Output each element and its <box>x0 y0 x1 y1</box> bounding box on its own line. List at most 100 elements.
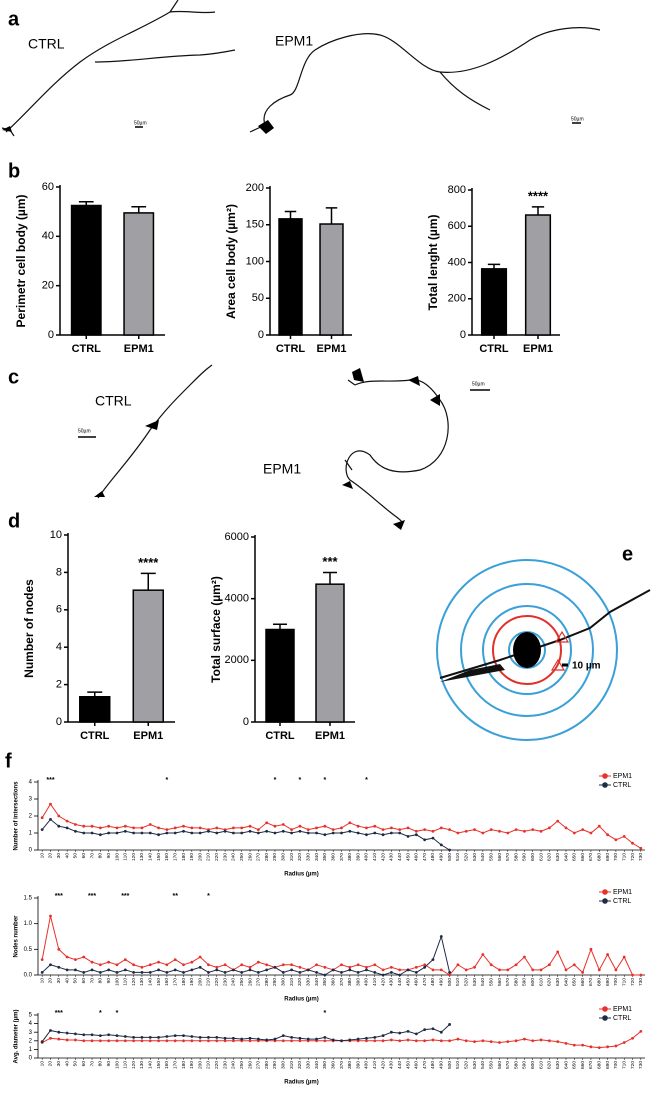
data-point <box>306 831 310 835</box>
x-tick-label: 340 <box>314 853 320 861</box>
x-tick-label: 480 <box>430 978 436 986</box>
data-point <box>356 1037 360 1041</box>
legend-marker <box>602 782 608 788</box>
x-tick-label: 560 <box>497 1061 503 1069</box>
x-tick-label: 270 <box>256 853 262 861</box>
data-point <box>148 963 152 967</box>
data-point <box>207 963 210 967</box>
neuron-images-a: CTRL 50µm EPM1 50µm <box>1 0 601 137</box>
bar <box>524 214 552 336</box>
data-point <box>448 971 451 974</box>
x-tick-label: 70 <box>89 978 95 984</box>
x-tick-label: 160 <box>164 1061 170 1069</box>
data-point <box>481 1039 485 1043</box>
x-tick-label: 80 <box>98 1061 104 1067</box>
x-tick-label: 670 <box>588 853 594 861</box>
x-tick-label: EPM1 <box>315 730 345 742</box>
y-tick-label: 800 <box>448 184 466 196</box>
x-tick-label: 130 <box>139 853 145 861</box>
x-tick-label: 570 <box>505 853 511 861</box>
panel-label: f <box>5 750 12 772</box>
data-point <box>431 1027 435 1031</box>
data-point <box>564 968 568 972</box>
data-point <box>49 963 52 967</box>
y-tick-label: 3 <box>29 797 33 803</box>
data-point <box>414 971 418 974</box>
x-tick-label: 530 <box>472 1061 478 1069</box>
data-point <box>57 814 61 818</box>
data-point <box>448 1023 451 1026</box>
data-point <box>140 965 144 969</box>
data-point <box>456 1037 460 1041</box>
data-point <box>98 963 102 967</box>
data-point <box>123 829 127 833</box>
y-tick-label: 2 <box>29 814 33 820</box>
x-tick-label: 120 <box>131 978 137 986</box>
data-point <box>323 1035 327 1039</box>
x-tick-label: 370 <box>339 853 345 861</box>
data-point <box>198 831 202 835</box>
x-tick-label: 140 <box>148 1061 154 1069</box>
data-point <box>373 831 377 835</box>
data-point <box>40 816 44 820</box>
data-point <box>348 968 352 972</box>
data-point <box>481 953 485 956</box>
data-point <box>406 835 410 838</box>
data-point <box>448 1039 451 1043</box>
x-tick-label: 500 <box>447 853 453 861</box>
x-tick-label: 500 <box>447 978 453 986</box>
x-tick-label: 260 <box>247 853 253 861</box>
x-tick-label: 630 <box>555 978 561 986</box>
x-tick-label: 110 <box>123 853 129 861</box>
x-tick-label: 320 <box>297 978 303 986</box>
x-tick-label: 440 <box>397 1061 403 1069</box>
data-point <box>115 1034 119 1038</box>
x-tick-label: 310 <box>289 1061 295 1069</box>
x-tick-label: 610 <box>538 853 544 861</box>
data-point <box>281 823 285 826</box>
data-point <box>298 1036 302 1040</box>
data-point <box>223 963 227 967</box>
data-point <box>381 828 385 831</box>
data-point <box>290 963 294 967</box>
data-point <box>298 971 302 974</box>
significance: * <box>274 777 277 784</box>
significance: *** <box>55 893 63 900</box>
significance: * <box>99 1010 102 1017</box>
data-point <box>132 963 136 967</box>
x-tick-label: 60 <box>81 978 87 984</box>
x-tick-label: 430 <box>389 853 395 861</box>
x-tick-label: 210 <box>206 1061 212 1069</box>
data-point <box>631 841 634 845</box>
data-point <box>256 960 260 964</box>
data-point <box>581 971 585 974</box>
x-tick-label: CTRL <box>72 343 102 355</box>
bar <box>265 628 295 723</box>
data-point <box>40 971 44 974</box>
x-tick-label: 660 <box>580 853 586 861</box>
data-point <box>74 1032 77 1036</box>
x-tick-label: 10 <box>39 1061 45 1067</box>
data-point <box>290 828 294 831</box>
x-tick-label: 610 <box>538 1061 544 1069</box>
x-tick-label: 390 <box>355 1061 361 1069</box>
x-tick-label: 470 <box>422 1061 428 1069</box>
data-point <box>49 1036 52 1040</box>
data-point <box>639 973 643 977</box>
x-tick-label: 160 <box>164 853 170 861</box>
data-point <box>431 829 435 833</box>
x-tick-label: 220 <box>214 853 220 861</box>
x-tick-label: 70 <box>89 853 95 859</box>
data-point <box>481 831 485 835</box>
error-bar <box>131 205 147 213</box>
significance: * <box>299 777 302 784</box>
data-point <box>49 1029 52 1032</box>
data-point <box>581 1043 585 1047</box>
data-point <box>157 968 160 972</box>
data-point <box>240 831 244 835</box>
data-point <box>140 826 144 830</box>
x-tick-label: 660 <box>580 1061 586 1069</box>
x-tick-label: 220 <box>214 978 220 986</box>
data-point <box>564 1041 568 1045</box>
data-point <box>348 821 352 825</box>
